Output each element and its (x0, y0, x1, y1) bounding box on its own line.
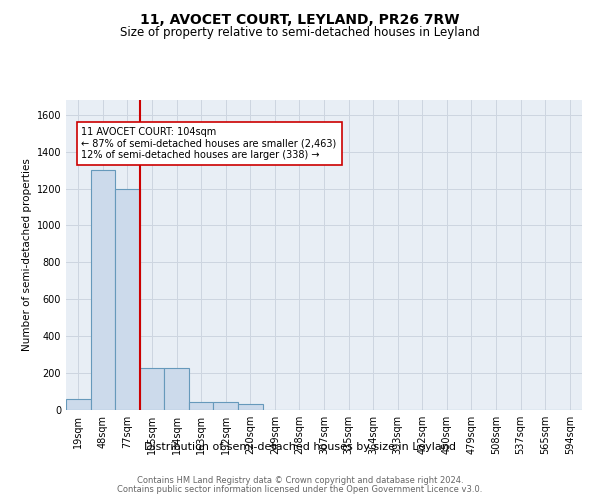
Text: 11, AVOCET COURT, LEYLAND, PR26 7RW: 11, AVOCET COURT, LEYLAND, PR26 7RW (140, 12, 460, 26)
Bar (140, 368, 164, 410)
Text: Contains public sector information licensed under the Open Government Licence v3: Contains public sector information licen… (118, 485, 482, 494)
Text: Size of property relative to semi-detached houses in Leyland: Size of property relative to semi-detach… (120, 26, 480, 39)
Bar (115, 188, 140, 410)
Bar (214, 402, 238, 410)
Y-axis label: Number of semi-detached properties: Number of semi-detached properties (22, 158, 32, 352)
Bar (164, 368, 189, 410)
Text: 11 AVOCET COURT: 104sqm
← 87% of semi-detached houses are smaller (2,463)
12% of: 11 AVOCET COURT: 104sqm ← 87% of semi-de… (82, 127, 337, 160)
Bar (189, 402, 214, 410)
Bar (91, 170, 115, 410)
Text: Distribution of semi-detached houses by size in Leyland: Distribution of semi-detached houses by … (144, 442, 456, 452)
Text: Contains HM Land Registry data © Crown copyright and database right 2024.: Contains HM Land Registry data © Crown c… (137, 476, 463, 485)
Bar (238, 404, 263, 410)
Bar (66, 399, 91, 410)
